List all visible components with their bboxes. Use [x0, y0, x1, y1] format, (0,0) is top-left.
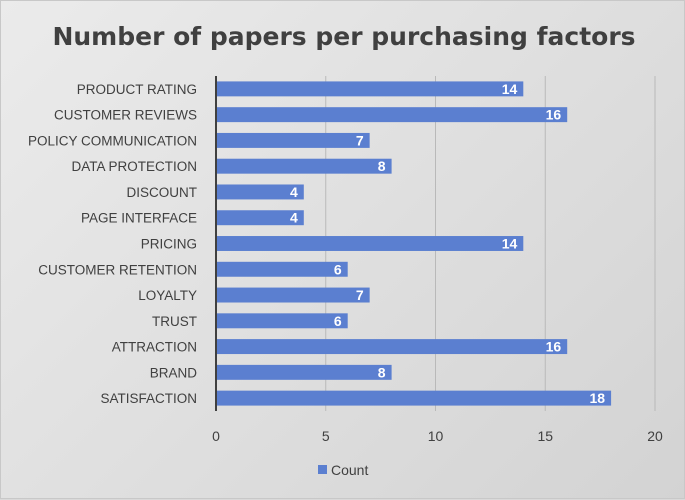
x-tick-label: 20 — [647, 428, 663, 444]
legend-label-count: Count — [331, 462, 368, 478]
data-label: 14 — [502, 81, 518, 97]
category-label: CUSTOMER REVIEWS — [54, 108, 197, 123]
category-label: PAGE INTERFACE — [81, 211, 197, 226]
category-label: CUSTOMER RETENTION — [38, 262, 197, 277]
bar — [216, 390, 612, 406]
data-label: 18 — [590, 390, 606, 406]
category-label: POLICY COMMUNICATION — [28, 133, 197, 148]
bar — [216, 364, 392, 380]
data-label: 7 — [356, 287, 364, 303]
legend: Count — [318, 462, 368, 478]
bar — [216, 210, 304, 226]
category-label: TRUST — [152, 314, 197, 329]
chart-title: Number of papers per purchasing factors — [52, 22, 635, 51]
data-label: 8 — [378, 158, 386, 174]
data-label: 14 — [502, 236, 518, 252]
bar — [216, 261, 348, 277]
category-label: BRAND — [150, 365, 198, 380]
category-label: DISCOUNT — [127, 185, 198, 200]
data-label: 7 — [356, 132, 364, 148]
bar — [216, 184, 304, 200]
bar — [216, 132, 370, 148]
bar — [216, 313, 348, 329]
bar — [216, 339, 568, 355]
legend-swatch-count — [318, 465, 327, 474]
category-label: ATTRACTION — [112, 340, 197, 355]
bar — [216, 236, 524, 251]
data-label: 6 — [334, 261, 342, 277]
x-tick-label: 0 — [212, 428, 220, 444]
category-label: PRODUCT RATING — [77, 82, 197, 97]
x-tick-label: 10 — [428, 428, 444, 444]
category-label: SATISFACTION — [100, 391, 197, 406]
data-label: 4 — [290, 210, 298, 226]
bar — [216, 158, 392, 174]
category-label: DATA PROTECTION — [71, 159, 197, 174]
bar — [216, 107, 568, 123]
data-label: 8 — [378, 364, 386, 380]
x-tick-label: 5 — [322, 428, 330, 444]
data-label: 16 — [546, 339, 562, 355]
value-axis-tick-labels: 0 5 10 15 20 — [212, 428, 663, 444]
data-label: 6 — [334, 313, 342, 329]
data-label: 4 — [290, 184, 298, 200]
data-label: 16 — [546, 107, 562, 123]
bar — [216, 287, 370, 303]
bar — [216, 81, 524, 97]
category-label: LOYALTY — [138, 288, 197, 303]
category-label: PRICING — [141, 237, 197, 252]
category-labels: PRODUCT RATING CUSTOMER REVIEWS POLICY COM… — [28, 82, 197, 406]
x-tick-label: 15 — [537, 428, 553, 444]
